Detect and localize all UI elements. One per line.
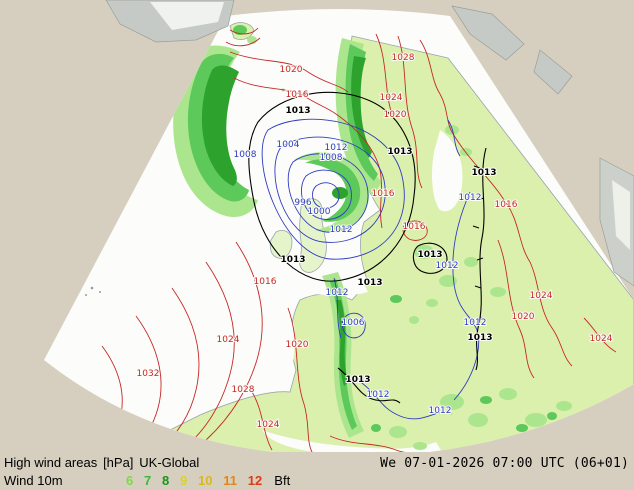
map-title-main: High wind areas [4,455,98,470]
pressure-label: 996 [294,198,311,208]
pressure-label: 1024 [590,334,613,344]
pressure-label: 1028 [392,53,415,63]
sea-baltic [432,130,463,212]
sea-mediterranean [262,430,442,452]
footer: High wind areas [hPa] UK-Global We 07-01-2… [0,452,634,490]
footer-row-1: High wind areas [hPa] UK-Global We 07-01-2… [0,452,634,471]
map-title: High wind areas [hPa] UK-Global [4,455,205,470]
map-title-model: UK-Global [139,455,200,470]
pressure-label: 1020 [286,340,309,350]
wind-areas-layer [173,25,572,450]
wind-band-norway-dark [351,56,372,158]
pressure-label: 1012 [429,406,452,416]
map-datetime: We 07-01-2026 07:00 UTC (06+01) [380,456,629,471]
isobars-black [248,91,487,404]
wind-swirl-core [332,187,348,199]
pressure-label: 1004 [277,140,300,150]
pressure-label: 1012 [330,225,353,235]
pressure-label: 1013 [280,255,305,265]
pressure-label: 1016 [495,200,518,210]
legend-value-8: 8 [162,473,170,488]
pressure-label: 1020 [384,110,407,120]
pressure-label: 1016 [372,189,395,199]
pressure-label: 1012 [464,318,487,328]
pressure-label: 1024 [257,420,280,430]
pressure-label: 1013 [285,106,310,116]
legend-value-6: 6 [126,473,134,488]
legend-value-7: 7 [144,473,152,488]
map-canvas: 1020 1028 1016 1024 1020 1016 1016 1016 1016 1024… [44,0,634,452]
pressure-label: 1006 [342,318,365,328]
footer-row-2: Wind 10m 6 7 8 9 10 11 12 Bft [0,471,634,488]
land-greenland-ice [150,2,224,30]
wind-band-france-dark [336,300,348,386]
pressure-label: 1028 [232,385,255,395]
pressure-label: 1000 [308,207,331,217]
wind-band-nw-dark [201,65,239,186]
pressure-label: 1012 [326,288,349,298]
pressure-label: 1020 [280,65,303,75]
pressure-label: 1013 [471,168,496,178]
pressure-label: 1013 [345,375,370,385]
pressure-label: 1012 [436,261,459,271]
map-title-unit: [hPa] [103,455,134,470]
sea-biscay [252,300,295,376]
land-layer [169,22,634,452]
land-ne-1 [451,5,525,61]
pressure-label: 1013 [387,147,412,157]
pressure-label: 1008 [320,153,343,163]
map-subtitle: Wind 10m [4,473,63,488]
pressure-label: 1012 [459,193,482,203]
pressure-label: 1012 [325,143,348,153]
pressure-label: 1032 [137,369,160,379]
pressure-label: 1013 [417,250,442,260]
legend-value-9: 9 [180,473,188,488]
wind-patches-mid [233,25,557,432]
isobars-blue [261,118,480,420]
pressure-label: 1024 [380,93,403,103]
legend-value-11: 11 [223,473,237,488]
pressure-labels-layer: 1020 1028 1016 1024 1020 1016 1016 1016 1016 1024… [136,52,614,431]
wind-band-nw-mid [187,53,249,202]
front-ticks [472,165,485,321]
isobars-red [95,27,617,452]
pressure-label: 1008 [234,150,257,160]
legend-value-10: 10 [198,473,213,488]
pressure-label: 1016 [286,90,309,100]
pressure-label: 1013 [357,278,382,288]
pressure-label: 1024 [217,335,240,345]
islands-azores [85,286,101,296]
pressure-label: 1016 [403,222,426,232]
land-ne-2 [533,49,573,95]
pressure-label: 1013 [467,333,492,343]
pressure-label: 1020 [512,312,535,322]
legend-unit: Bft [274,473,291,488]
pressure-label: 1012 [367,390,390,400]
wind-swirl-mid [305,158,361,222]
beaufort-legend: 6 7 8 9 10 11 12 Bft [126,473,290,488]
land-east-strip-inner [612,180,630,250]
gray-land-layer [85,0,634,296]
legend-value-12: 12 [247,473,263,488]
wind-patches-light [247,36,572,450]
pressure-label: 1024 [530,291,553,301]
weather-map: 1020 1028 1016 1024 1020 1016 1016 1016 1016 1024… [44,0,634,452]
pressure-label: 1016 [254,277,277,287]
